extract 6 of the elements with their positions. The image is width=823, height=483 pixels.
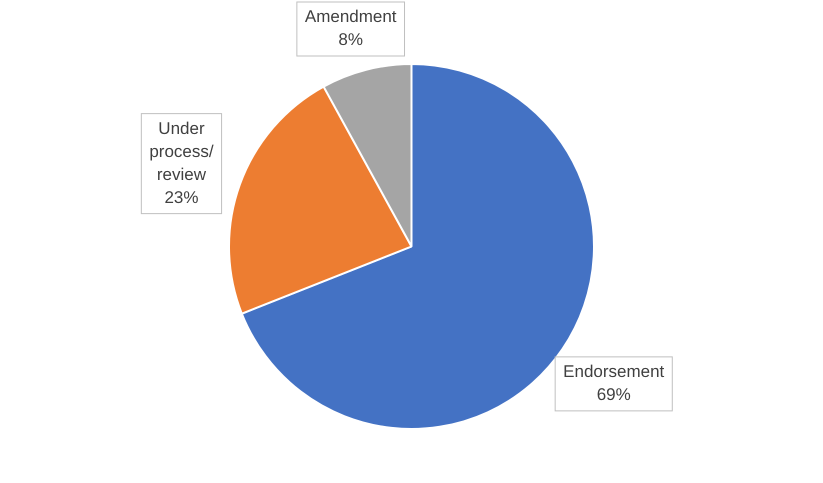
slice-label: Under process/review (149, 118, 214, 184)
data-label: 8% (338, 30, 363, 50)
slice-label: Endorsement (563, 362, 665, 382)
data-label: 23% (164, 188, 198, 207)
data-label: 69% (596, 385, 631, 404)
slice-label: Amendment (304, 7, 397, 26)
